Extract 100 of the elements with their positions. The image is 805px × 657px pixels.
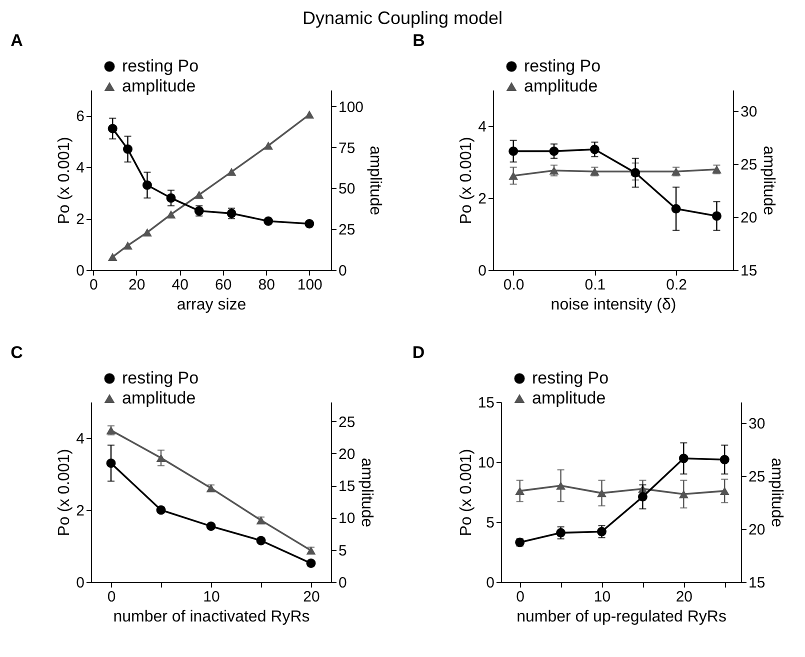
point: [264, 142, 274, 150]
y2-axis-title: amplitude: [760, 146, 778, 216]
y-tick-label: 15: [478, 394, 494, 412]
point: [194, 190, 204, 199]
y-tick-label: 0: [76, 574, 84, 592]
y-axis-title: Po (x 0.001): [458, 136, 476, 224]
point: [304, 218, 314, 228]
x-axis-title: number of up-regulated RyRs: [516, 608, 726, 626]
y-tick-label: 0: [76, 262, 84, 280]
y2-tick-label: 15: [338, 478, 356, 496]
legend-label: resting Po: [532, 368, 609, 388]
x-tick-label: 0: [89, 276, 98, 294]
x-tick-label: 0: [516, 588, 525, 606]
y-axis-title: Po (x 0.001): [458, 448, 475, 536]
x-tick-label: 10: [594, 588, 611, 606]
y2-tick-label: 50: [338, 180, 356, 198]
y-tick-label: 10: [478, 454, 494, 472]
y2-tick-label: 10: [338, 510, 356, 528]
legend-label: amplitude: [532, 388, 606, 408]
y2-tick-label: 25: [338, 222, 356, 239]
y2-tick-label: 30: [740, 104, 758, 121]
y2-axis-title: amplitude: [768, 458, 786, 528]
y-axis-title: Po (x 0.001): [56, 448, 74, 536]
point: [671, 204, 681, 214]
y-tick-label: 2: [478, 190, 486, 208]
y2-tick-label: 20: [740, 210, 758, 227]
x-tick-label: 60: [215, 276, 232, 294]
y2-tick-label: 15: [748, 574, 766, 592]
point: [142, 228, 152, 236]
chart-title: A: [10, 31, 23, 50]
point: [206, 521, 216, 531]
y-tick-label: 4: [478, 118, 486, 136]
x-axis-title: array size: [176, 296, 246, 314]
chart-title: B: [412, 31, 425, 50]
legend-label: resting Po: [122, 56, 199, 76]
text: Dynamic Coupling model: [301, 7, 504, 30]
y2-tick-label: 20: [338, 446, 356, 463]
y2-tick-label: 0: [338, 574, 347, 592]
y2-tick-label: 5: [338, 542, 347, 560]
legend-label: resting Po: [122, 368, 199, 388]
x-axis-title: number of inactivated RyRs: [113, 608, 310, 626]
point: [638, 492, 648, 502]
point: [508, 172, 518, 180]
point: [678, 490, 688, 498]
x-tick-label: 20: [128, 276, 146, 294]
chart-title: C: [10, 343, 23, 362]
y-tick-label: 4: [76, 160, 84, 177]
x-tick-label: 0: [107, 588, 116, 606]
y2-tick-label: 15: [740, 262, 758, 280]
y-axis-title: Po (x 0.001): [56, 136, 74, 224]
y-tick-label: 5: [486, 514, 494, 532]
y2-tick-label: 100: [338, 98, 364, 116]
x-tick-label: 0.0: [503, 276, 524, 294]
x-tick-label: 40: [172, 276, 188, 294]
point: [108, 252, 118, 262]
y-tick-label: 2: [76, 502, 84, 520]
y2-tick-label: 25: [338, 414, 356, 431]
chart-title: D: [412, 343, 425, 362]
point: [720, 486, 730, 496]
point: [549, 146, 559, 156]
point: [256, 536, 266, 546]
point: [142, 180, 152, 190]
y2-tick-label: 75: [338, 140, 356, 157]
legend-label: amplitude: [122, 388, 196, 408]
point: [597, 526, 606, 536]
point: [678, 454, 688, 464]
y2-axis-title: amplitude: [358, 458, 376, 528]
point: [123, 241, 132, 250]
x-tick-label: 80: [258, 276, 275, 294]
y2-tick-label: 25: [748, 468, 766, 486]
point: [556, 482, 566, 490]
point: [306, 558, 316, 568]
x-tick-label: 20: [303, 588, 320, 606]
x-axis-title: noise intensity (δ): [550, 296, 676, 314]
x-tick-label: 20: [676, 588, 693, 606]
y-tick-label: 0: [478, 262, 486, 280]
point: [720, 454, 730, 464]
x-tick-label: 0.1: [584, 276, 606, 294]
point: [590, 144, 600, 154]
y2-tick-label: 30: [748, 416, 766, 433]
point: [166, 193, 176, 203]
y-tick-label: 2: [76, 211, 84, 228]
legend-label: amplitude: [524, 76, 598, 96]
x-tick-label: 0.2: [666, 276, 687, 294]
y2-tick-label: 25: [740, 156, 758, 174]
point: [108, 124, 118, 134]
legend-label: resting Po: [524, 56, 601, 76]
point: [597, 488, 606, 498]
point: [123, 144, 132, 154]
y-tick-label: 6: [76, 108, 84, 126]
x-tick-label: 100: [297, 276, 322, 294]
point: [712, 211, 722, 221]
y2-axis-title: amplitude: [366, 146, 384, 216]
point: [226, 168, 236, 176]
point: [508, 146, 518, 156]
point: [304, 110, 314, 119]
point: [166, 210, 176, 218]
point: [156, 454, 166, 462]
point: [264, 216, 274, 226]
y-tick-label: 4: [76, 430, 84, 448]
